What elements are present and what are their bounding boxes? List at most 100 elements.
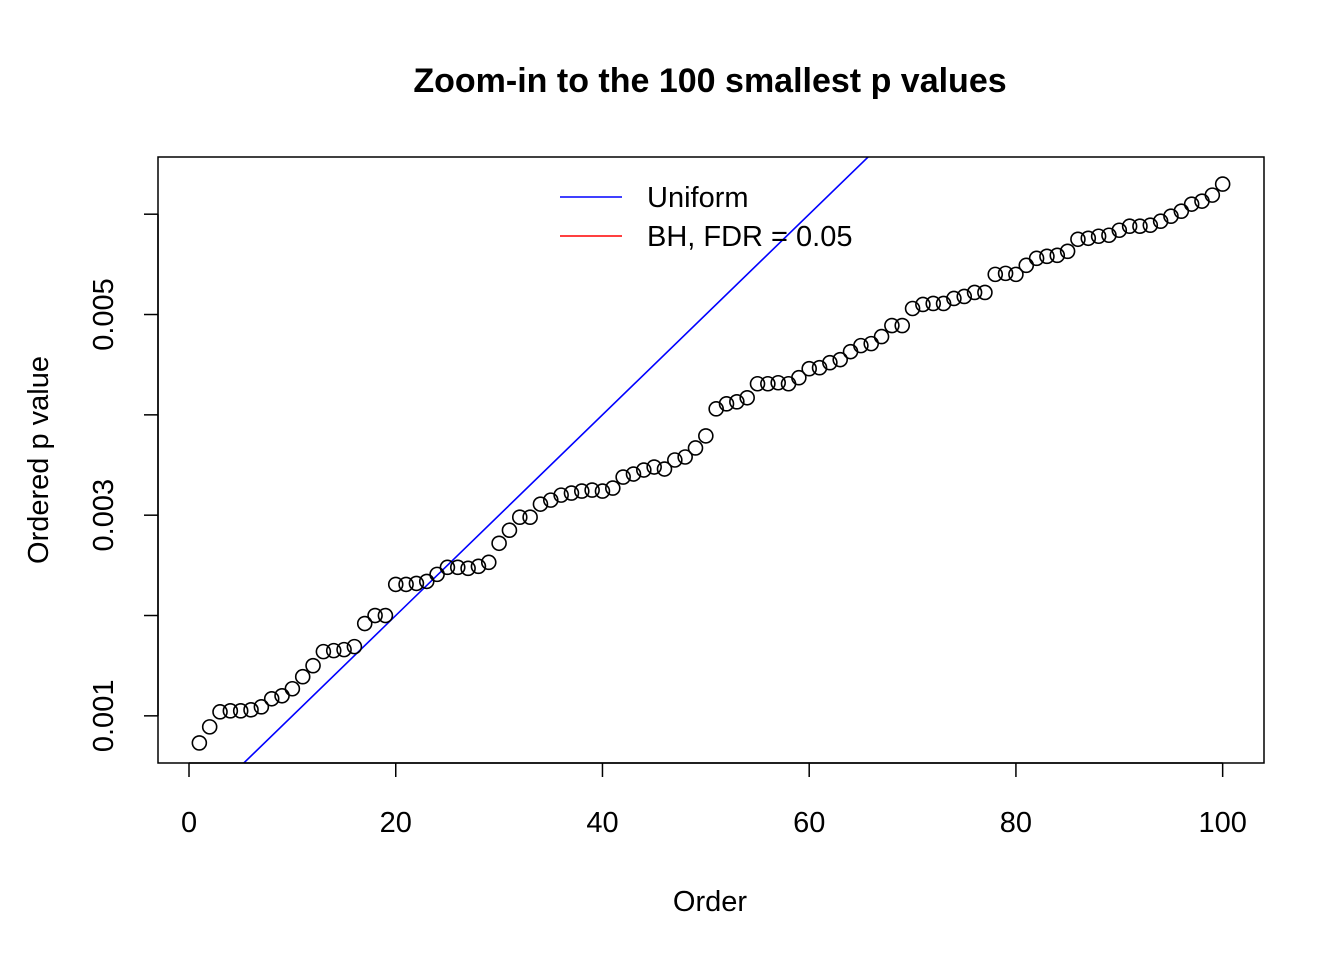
data-point: [439, 559, 456, 576]
data-point: [232, 703, 249, 719]
data-point: [460, 560, 476, 577]
data-point: [904, 300, 921, 317]
data-point: [1049, 247, 1066, 264]
legend-label: Uniform: [647, 182, 749, 214]
data-point: [449, 559, 466, 576]
data-point: [532, 496, 549, 512]
data-point: [667, 452, 683, 468]
legend-label: BH, FDR = 0.05: [647, 221, 853, 253]
x-tick-label: 0: [181, 807, 197, 839]
data-point: [1152, 213, 1169, 230]
y-axis-label: Ordered p value: [23, 356, 55, 564]
data-point: [729, 394, 745, 410]
x-tick-label: 60: [793, 807, 825, 839]
data-point: [501, 522, 518, 539]
data-point: [542, 492, 559, 508]
data-point: [1018, 257, 1035, 274]
data-point: [1090, 228, 1107, 245]
data-point: [956, 288, 973, 305]
data-point: [863, 335, 880, 352]
y-tick-label: 0.001: [88, 680, 120, 753]
data-point: [977, 284, 993, 301]
data-point: [677, 449, 693, 465]
data-point: [966, 284, 983, 301]
data-point: [935, 295, 952, 312]
data-point: [1214, 176, 1231, 192]
data-point: [1039, 248, 1055, 265]
data-point: [811, 359, 828, 376]
data-point: [222, 703, 239, 719]
y-tick-label: 0.005: [88, 278, 120, 351]
data-point: [884, 317, 900, 334]
chart-title: Zoom-in to the 100 smallest p values: [413, 62, 1006, 100]
x-axis: 0 20 40 60 80 100: [181, 762, 1247, 839]
data-point: [480, 554, 497, 571]
data-point: [408, 575, 425, 592]
data-point: [1080, 230, 1097, 247]
data-point: [377, 607, 394, 624]
data-point: [243, 702, 259, 718]
data-point: [315, 643, 332, 660]
data-point: [946, 290, 962, 307]
data-point: [1163, 208, 1179, 224]
data-point: [1070, 231, 1086, 248]
data-point: [1111, 222, 1128, 239]
data-point: [305, 657, 321, 674]
data-point: [760, 375, 776, 392]
data-point: [491, 535, 507, 552]
data-point: [470, 558, 487, 575]
data-point: [191, 735, 208, 751]
data-point: [367, 607, 383, 624]
data-point: [263, 690, 280, 707]
data-point: [1101, 227, 1117, 244]
reference-lines: [158, 157, 1264, 818]
line-bh: [158, 764, 1264, 818]
data-point: [780, 375, 797, 392]
data-point: [708, 401, 724, 417]
data-point: [522, 509, 538, 525]
data-point: [1059, 243, 1076, 260]
data-point: [1121, 218, 1138, 235]
data-point: [336, 641, 352, 658]
data-point: [822, 354, 838, 371]
data-point: [212, 704, 228, 720]
data-point: [615, 469, 631, 485]
data-point: [325, 642, 342, 659]
x-tick-label: 40: [586, 807, 618, 839]
data-point: [1028, 250, 1045, 267]
data-point: [284, 680, 301, 697]
data-point: [698, 428, 714, 444]
data-point: [718, 396, 735, 412]
data-point: [1142, 217, 1159, 234]
data-point: [1204, 187, 1221, 203]
data-point: [563, 485, 580, 501]
data-point: [894, 317, 911, 334]
data-point: [573, 483, 590, 499]
data-point: [853, 337, 869, 354]
data-point: [387, 576, 404, 593]
data-point: [625, 466, 642, 482]
data-point: [605, 480, 621, 496]
data-points: [191, 176, 1231, 751]
data-point: [801, 360, 817, 377]
data-point: [656, 461, 673, 477]
data-point: [915, 296, 931, 313]
data-point: [553, 487, 569, 503]
data-point: [739, 389, 755, 406]
y-tick-label: 0.003: [88, 479, 120, 552]
data-point: [1183, 196, 1200, 212]
data-point: [873, 328, 890, 345]
data-point: [584, 482, 600, 498]
y-axis: 0.001 0.003 0.005: [88, 213, 159, 753]
data-point: [842, 343, 859, 360]
data-point: [294, 668, 311, 685]
data-point: [398, 576, 414, 593]
data-point: [925, 295, 942, 312]
data-point: [997, 265, 1014, 282]
x-tick-label: 20: [380, 807, 412, 839]
data-point: [346, 638, 363, 655]
data-point: [791, 369, 807, 386]
data-point: [1008, 266, 1024, 283]
data-point: [749, 375, 766, 392]
